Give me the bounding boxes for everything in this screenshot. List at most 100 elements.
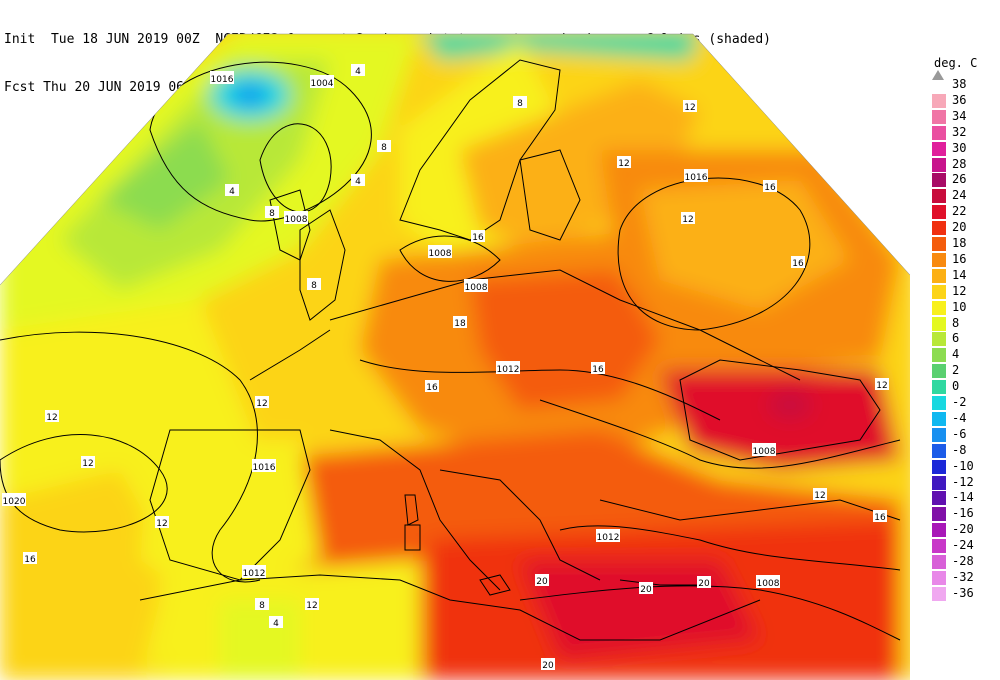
dewpoint-label: 16 — [425, 380, 439, 393]
dewpoint-label: 12 — [155, 516, 169, 529]
legend-swatch — [932, 173, 946, 188]
dewpoint-label: 4 — [351, 64, 365, 77]
legend-swatch — [932, 332, 946, 347]
legend-label: -32 — [952, 569, 974, 584]
svg-text:16: 16 — [472, 233, 484, 243]
legend-label: -8 — [952, 442, 967, 457]
svg-text:8: 8 — [381, 143, 387, 153]
legend-label: 10 — [952, 299, 967, 314]
dewpoint-label: 16 — [23, 552, 37, 565]
legend-swatch — [932, 523, 946, 538]
svg-text:8: 8 — [269, 209, 275, 219]
legend-label: -24 — [952, 538, 974, 553]
dewpoint-label: 12 — [813, 488, 827, 501]
svg-text:1008: 1008 — [285, 215, 308, 225]
legend-label: -12 — [952, 474, 974, 489]
legend-swatch — [932, 348, 946, 363]
svg-text:1008: 1008 — [753, 447, 776, 457]
legend-swatch — [932, 316, 946, 331]
dewpoint-label: 16 — [763, 180, 777, 193]
legend-label: 2 — [952, 363, 960, 378]
legend-label: 4 — [952, 347, 960, 362]
legend-title: deg. C — [934, 56, 978, 70]
legend-swatch — [932, 380, 946, 395]
svg-text:1012: 1012 — [243, 569, 266, 579]
svg-text:12: 12 — [82, 459, 93, 469]
svg-text:12: 12 — [156, 519, 167, 529]
legend-label: -6 — [952, 426, 967, 441]
dewpoint-label: 4 — [269, 616, 283, 629]
legend-swatch — [932, 586, 946, 601]
dewpoint-map: 1016 1004 1008 1020 1016 1012 1008 1012 … — [0, 33, 911, 680]
legend-swatch — [932, 205, 946, 220]
svg-text:12: 12 — [46, 413, 57, 423]
legend-swatch — [932, 157, 946, 172]
legend-swatch — [932, 396, 946, 410]
svg-text:12: 12 — [682, 215, 693, 225]
dewpoint-label: 8 — [307, 278, 321, 291]
legend-label: 6 — [952, 331, 960, 346]
legend-swatch — [932, 539, 946, 554]
svg-text:1004: 1004 — [311, 79, 334, 89]
legend-label: 26 — [952, 172, 967, 187]
svg-text:8: 8 — [259, 601, 265, 611]
isobar-label: 1004 — [310, 75, 334, 89]
legend-swatch — [932, 427, 946, 442]
isobar-label: 1008 — [284, 211, 308, 225]
legend-swatch — [932, 109, 946, 124]
isobar-label: 1012 — [242, 565, 266, 579]
svg-text:20: 20 — [698, 579, 710, 589]
isobar-label: 1008 — [752, 443, 776, 457]
legend-label: 0 — [952, 379, 960, 394]
svg-text:16: 16 — [764, 183, 776, 193]
legend-swatch — [932, 300, 946, 315]
dewpoint-label: 8 — [513, 96, 527, 109]
svg-text:12: 12 — [684, 103, 695, 113]
legend-label: -36 — [952, 585, 974, 600]
legend-label: 14 — [952, 267, 967, 282]
map-border — [0, 33, 911, 286]
dewpoint-shading — [0, 34, 910, 680]
svg-text:12: 12 — [876, 381, 887, 391]
isobar-labels: 1016 1004 1008 1020 1016 1012 1008 1012 … — [2, 71, 780, 589]
dewpoint-label: 12 — [875, 378, 889, 391]
legend-swatch — [932, 475, 946, 490]
legend-label: -20 — [952, 522, 974, 537]
svg-text:1008: 1008 — [429, 249, 452, 259]
svg-text:1012: 1012 — [597, 533, 620, 543]
coastlines — [139, 59, 901, 641]
dewpoint-label: 4 — [351, 174, 365, 187]
legend-label: -14 — [952, 490, 974, 505]
legend-swatch — [932, 189, 946, 204]
legend-swatch — [932, 237, 946, 251]
dewpoint-label: 12 — [681, 212, 695, 225]
svg-text:4: 4 — [355, 177, 361, 187]
dewpoint-label: 12 — [255, 396, 269, 409]
legend-label: 24 — [952, 188, 967, 203]
svg-text:16: 16 — [592, 365, 604, 375]
legend-label: 16 — [952, 251, 967, 266]
legend-label: 30 — [952, 140, 967, 155]
legend-swatch — [932, 491, 946, 506]
svg-text:12: 12 — [306, 601, 317, 611]
legend-swatch — [932, 125, 946, 140]
legend-label: 32 — [952, 124, 967, 139]
svg-text:20: 20 — [536, 577, 548, 587]
isobar-label: 1020 — [2, 493, 26, 507]
legend-swatch — [932, 507, 946, 522]
legend-label: -10 — [952, 458, 974, 473]
legend-label: 28 — [952, 156, 967, 171]
svg-text:4: 4 — [355, 67, 361, 77]
dewpoint-label: 8 — [265, 206, 279, 219]
isobar-label: 1016 — [210, 71, 234, 85]
isobars — [0, 61, 901, 641]
dewpoint-label: 16 — [873, 510, 887, 523]
legend-swatch — [932, 141, 946, 156]
dewpoint-label: 12 — [45, 410, 59, 423]
legend-swatch — [932, 268, 946, 283]
svg-text:12: 12 — [618, 159, 629, 169]
svg-text:16: 16 — [24, 555, 36, 565]
isobar-label: 1012 — [596, 529, 620, 543]
dewpoint-labels: 4 8 4 8 12 12 16 12 12 16 20 16 12 8 4 8… — [23, 64, 889, 671]
svg-text:1008: 1008 — [465, 283, 488, 293]
